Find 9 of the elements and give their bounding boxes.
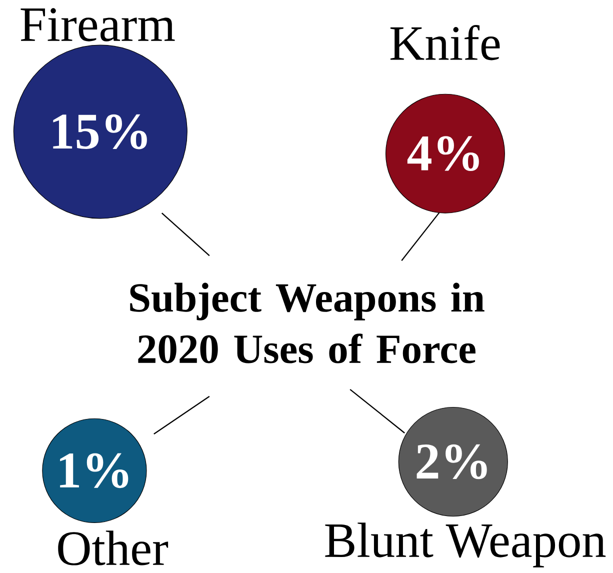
- category-label: Knife: [390, 25, 500, 60]
- data-label: 2%: [416, 444, 487, 480]
- category-label: Blunt Weapon: [325, 522, 606, 568]
- data-label: 4%: [407, 136, 479, 172]
- category-label: Firearm: [20, 8, 175, 42]
- category-label: Other: [58, 530, 168, 566]
- data-label: 15%: [53, 114, 147, 150]
- text: Subject Weapons in 2020 Uses of Force: [130, 282, 484, 364]
- data-label: 1%: [60, 453, 128, 488]
